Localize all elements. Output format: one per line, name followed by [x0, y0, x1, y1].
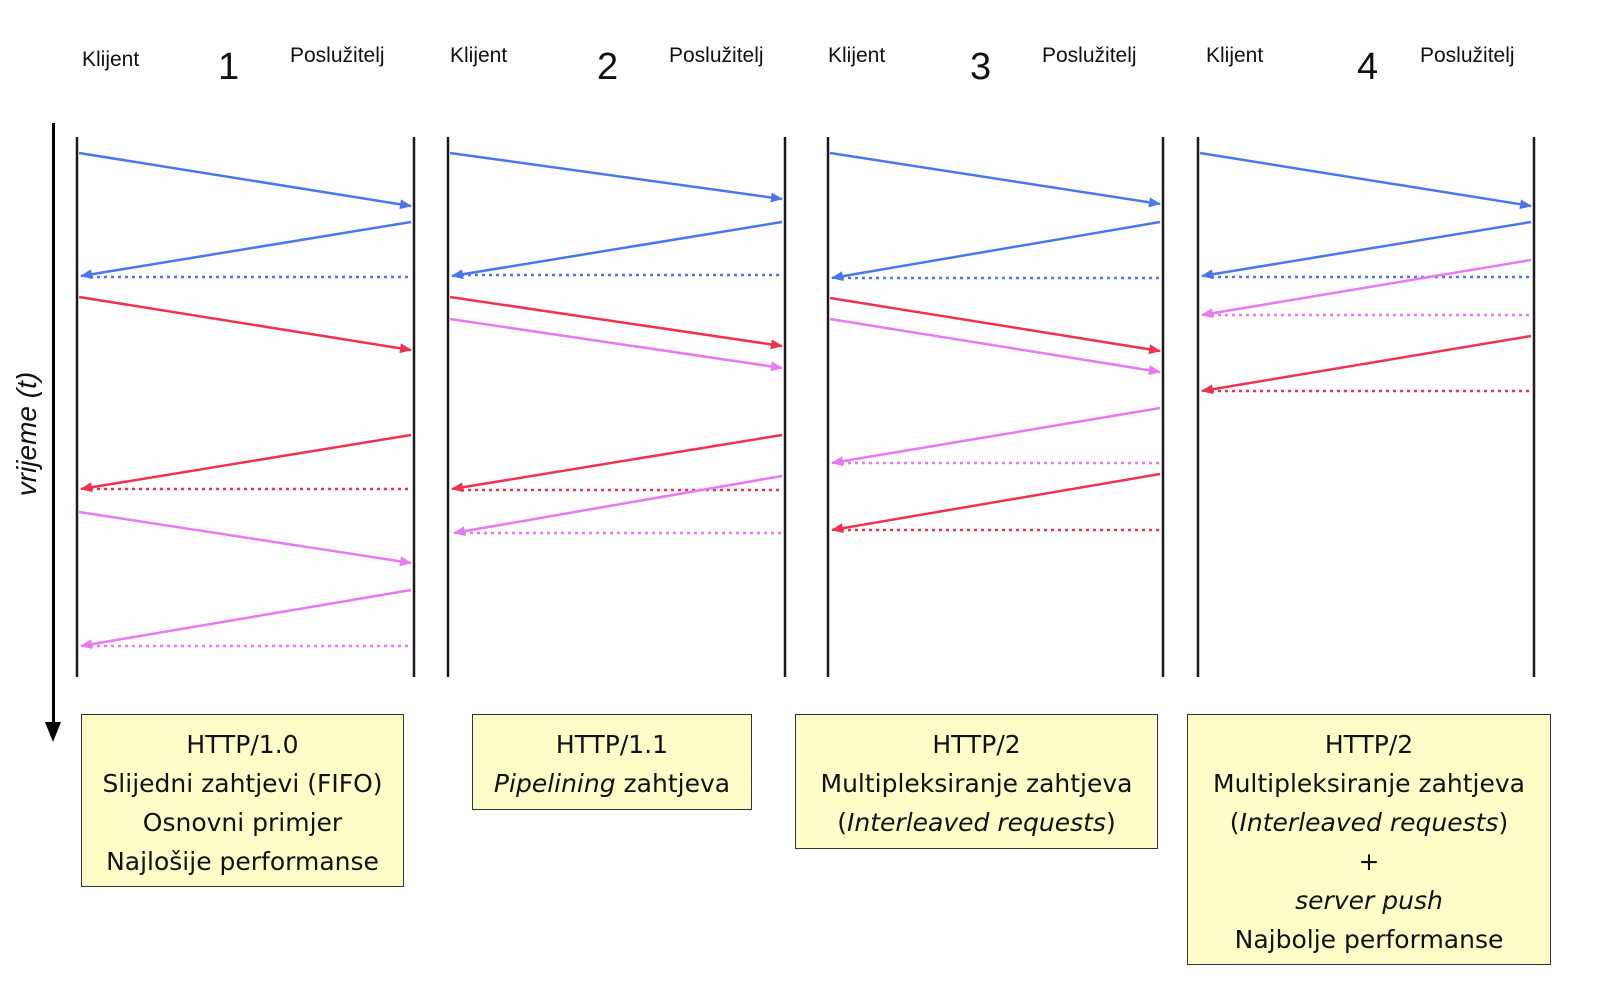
caption-1-description: Slijedni zahtjevi (FIFO): [102, 769, 383, 798]
caption-4-interleaved-text: Interleaved requests: [1239, 808, 1499, 837]
caption-1-performance: Najlošije performanse: [106, 847, 379, 876]
caption-3-description: Multipleksiranje zahtjeva: [820, 769, 1133, 798]
col4-request-blue: [1199, 151, 1532, 210]
col1-response-red: [80, 433, 412, 493]
caption-box-3: HTTP/2 Multipleksiranje zahtjeva (Interl…: [795, 714, 1158, 849]
client-label-4: Klijent: [1206, 44, 1264, 67]
col2-request-red: [449, 295, 783, 350]
caption-2-rest: zahtjeva: [615, 769, 731, 798]
caption-1-protocol: HTTP/1.0: [186, 730, 299, 759]
caption-3-paren-close: ): [1105, 808, 1116, 837]
caption-1-note: Osnovni primjer: [142, 808, 343, 837]
caption-4-description: Multipleksiranje zahtjeva: [1213, 769, 1525, 798]
caption-4-plus: +: [1358, 847, 1380, 876]
client-label-1: Klijent: [82, 48, 140, 71]
caption-box-4: HTTP/2 Multipleksiranje zahtjeva (Interl…: [1187, 714, 1551, 965]
caption-2-pipelining: Pipelining: [493, 769, 616, 798]
caption-3-interleaved-text: Interleaved requests: [847, 808, 1106, 837]
col1-request-blue: [78, 151, 412, 210]
caption-box-1: HTTP/1.0 Slijedni zahtjevi (FIFO) Osnovn…: [81, 714, 404, 887]
caption-4-performance: Najbolje performanse: [1234, 925, 1504, 954]
caption-4-paren-open: (: [1229, 808, 1240, 837]
col2-request-pink: [449, 317, 783, 372]
caption-box-2: HTTP/1.1 Pipelining zahtjeva: [472, 714, 752, 810]
caption-2-description: Pipelining zahtjeva: [473, 764, 751, 803]
col1-request-red: [78, 295, 412, 354]
col2-response-pink: [453, 474, 783, 537]
client-label-3: Klijent: [828, 44, 886, 67]
column-number-1: 1: [218, 46, 240, 88]
server-label-3: Poslužitelj: [1042, 44, 1137, 67]
col3-request-pink: [829, 317, 1161, 376]
col4-push-pink: [1201, 258, 1532, 319]
col1-response-pink: [80, 588, 412, 650]
caption-4-server-push: server push: [1295, 886, 1443, 915]
col3-request-blue: [829, 151, 1161, 208]
time-axis-arrowhead: [45, 722, 61, 742]
column-number-2: 2: [597, 46, 619, 88]
caption-2-protocol: HTTP/1.1: [555, 730, 669, 759]
col3-request-red: [829, 296, 1161, 355]
server-label-4: Poslužitelj: [1420, 44, 1515, 67]
col4-push-red: [1201, 334, 1532, 395]
server-label-2: Poslužitelj: [669, 44, 764, 67]
caption-4-interleaved: (Interleaved requests): [1188, 803, 1550, 842]
client-label-2: Klijent: [450, 44, 508, 67]
caption-3-interleaved: (Interleaved requests): [796, 803, 1157, 842]
col4-response-blue: [1201, 220, 1532, 280]
caption-4-protocol: HTTP/2: [1324, 730, 1414, 759]
col2-response-blue: [451, 220, 783, 280]
column-number-4: 4: [1357, 46, 1379, 88]
col3-response-pink: [831, 406, 1161, 467]
column-number-3: 3: [970, 46, 992, 88]
time-axis-line: [52, 123, 55, 723]
col2-request-blue: [449, 151, 783, 203]
col3-response-red: [831, 472, 1161, 534]
col3-response-blue: [831, 220, 1161, 282]
caption-3-paren-open: (: [837, 808, 848, 837]
caption-4-paren-close: ): [1498, 808, 1509, 837]
col2-response-red: [451, 433, 783, 493]
caption-3-protocol: HTTP/2: [932, 730, 1021, 759]
server-label-1: Poslužitelj: [290, 44, 385, 67]
col1-response-blue: [80, 220, 412, 280]
col1-request-pink: [78, 510, 412, 567]
